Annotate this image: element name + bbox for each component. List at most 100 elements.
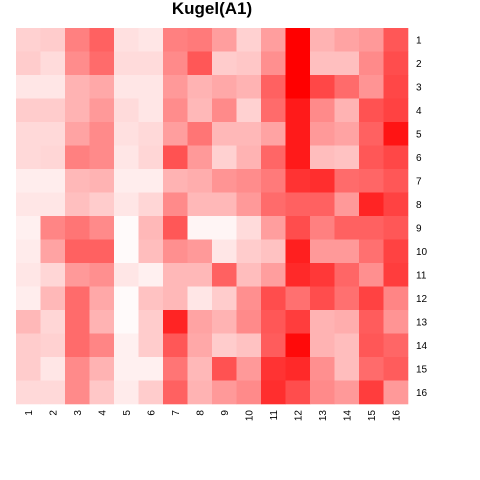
heatmap-cell-r12-c13 [310, 286, 335, 311]
chart-title: Kugel(A1) [172, 0, 252, 18]
heatmap-cell-r16-c16 [383, 380, 409, 405]
heatmap-cell-r15-c11 [261, 357, 286, 381]
column-labels: 1 2 3 4 5 6 7 8 9 10 11 12 13 14 15 16 [24, 410, 403, 422]
heatmap-cell-r13-c14 [334, 310, 360, 334]
heatmap-cell-r11-c3 [65, 263, 90, 287]
heatmap-cell-r9-c4 [89, 216, 115, 240]
heatmap-cell-r12-c10 [236, 286, 262, 311]
heatmap-cell-r5-c4 [89, 122, 115, 146]
heatmap-cell-r11-c16 [383, 263, 409, 287]
heatmap-cell-r3-c13 [310, 75, 335, 99]
heatmap-cell-r1-c8 [187, 28, 213, 52]
heatmap-cell-r12-c11 [261, 286, 286, 311]
heatmap-cell-r14-c10 [236, 333, 262, 358]
heatmap-cell-r3-c15 [359, 75, 384, 99]
column-label-9: 9 [220, 410, 231, 416]
heatmap-cell-r6-c15 [359, 145, 384, 170]
heatmap-cell-r12-c15 [359, 286, 384, 311]
row-label-2: 2 [416, 59, 422, 70]
heatmap-cell-r10-c10 [236, 239, 262, 264]
heatmap-cell-r4-c2 [40, 98, 66, 123]
heatmap-cell-r9-c3 [65, 216, 90, 240]
heatmap-cell-r6-c1 [16, 145, 41, 170]
heatmap-cell-r5-c6 [138, 122, 164, 146]
heatmap-cell-r15-c4 [89, 357, 115, 381]
heatmap-cell-r10-c11 [261, 239, 286, 264]
heatmap-cell-r3-c9 [212, 75, 237, 99]
heatmap-cell-r6-c9 [212, 145, 237, 170]
heatmap-cell-r2-c2 [40, 51, 66, 76]
heatmap-cell-r6-c6 [138, 145, 164, 170]
heatmap-cell-r4-c14 [334, 98, 360, 123]
heatmap-cell-r13-c9 [212, 310, 237, 334]
heatmap-cell-r5-c3 [65, 122, 90, 146]
heatmap-cell-r14-c8 [187, 333, 213, 358]
column-label-6: 6 [146, 410, 157, 416]
heatmap-cell-r14-c6 [138, 333, 164, 358]
heatmap-cell-r10-c15 [359, 239, 384, 264]
heatmap-cell-r9-c11 [261, 216, 286, 240]
heatmap-cell-r13-c4 [89, 310, 115, 334]
heatmap-cell-r8-c9 [212, 192, 237, 217]
column-label-8: 8 [195, 410, 206, 416]
heatmap-cell-r14-c1 [16, 333, 41, 358]
heatmap-cell-r15-c12 [285, 357, 311, 381]
column-label-3: 3 [73, 410, 84, 416]
heatmap-cell-r8-c13 [310, 192, 335, 217]
heatmap-cell-r7-c8 [187, 169, 213, 193]
row-label-5: 5 [416, 129, 422, 140]
heatmap-cell-r15-c5 [114, 357, 139, 381]
heatmap-cell-r1-c5 [114, 28, 139, 52]
heatmap-cell-r15-c1 [16, 357, 41, 381]
row-label-11: 11 [416, 270, 427, 281]
heatmap-cell-r4-c3 [65, 98, 90, 123]
heatmap-cell-r16-c2 [40, 380, 66, 405]
heatmap-cell-r7-c16 [383, 169, 409, 193]
heatmap-cell-r12-c2 [40, 286, 66, 311]
heatmap-cell-r12-c16 [383, 286, 409, 311]
heatmap-cell-r2-c9 [212, 51, 237, 76]
heatmap-cell-r5-c15 [359, 122, 384, 146]
heatmap-cell-r16-c14 [334, 380, 360, 405]
heatmap-cell-r2-c11 [261, 51, 286, 76]
heatmap-cell-r1-c10 [236, 28, 262, 52]
heatmap-cell-r1-c14 [334, 28, 360, 52]
heatmap-cell-r10-c12 [285, 239, 311, 264]
heatmap-cell-r16-c13 [310, 380, 335, 405]
row-label-3: 3 [416, 82, 422, 93]
heatmap-cell-r1-c9 [212, 28, 237, 52]
heatmap-cell-r4-c1 [16, 98, 41, 123]
heatmap-cell-r4-c9 [212, 98, 237, 123]
heatmap-cell-r7-c12 [285, 169, 311, 193]
row-label-15: 15 [416, 364, 428, 375]
heatmap-cell-r10-c7 [163, 239, 188, 264]
heatmap-cell-r3-c8 [187, 75, 213, 99]
heatmap-cell-r2-c3 [65, 51, 90, 76]
heatmap-cell-r1-c4 [89, 28, 115, 52]
heatmap-cell-r5-c1 [16, 122, 41, 146]
heatmap-cell-r6-c2 [40, 145, 66, 170]
heatmap-cell-r12-c3 [65, 286, 90, 311]
heatmap-cell-r3-c7 [163, 75, 188, 99]
heatmap-cell-r2-c8 [187, 51, 213, 76]
row-label-13: 13 [416, 317, 428, 328]
heatmap-cell-r1-c6 [138, 28, 164, 52]
heatmap-cell-r9-c10 [236, 216, 262, 240]
heatmap-cell-r2-c16 [383, 51, 409, 76]
heatmap-cell-r1-c12 [285, 28, 311, 52]
heatmap-cell-r11-c6 [138, 263, 164, 287]
heatmap-cell-r8-c1 [16, 192, 41, 217]
heatmap-cell-r9-c13 [310, 216, 335, 240]
heatmap-cell-r1-c11 [261, 28, 286, 52]
heatmap-cell-r5-c2 [40, 122, 66, 146]
heatmap-cell-r6-c12 [285, 145, 311, 170]
heatmap-cell-r8-c3 [65, 192, 90, 217]
heatmap-cell-r12-c1 [16, 286, 41, 311]
heatmap-cell-r7-c2 [40, 169, 66, 193]
column-label-14: 14 [342, 410, 353, 422]
heatmap-cell-r14-c9 [212, 333, 237, 358]
heatmap-cell-r10-c16 [383, 239, 409, 264]
heatmap-cell-r9-c5 [114, 216, 139, 240]
heatmap-cell-r16-c4 [89, 380, 115, 405]
heatmap-cell-r2-c13 [310, 51, 335, 76]
